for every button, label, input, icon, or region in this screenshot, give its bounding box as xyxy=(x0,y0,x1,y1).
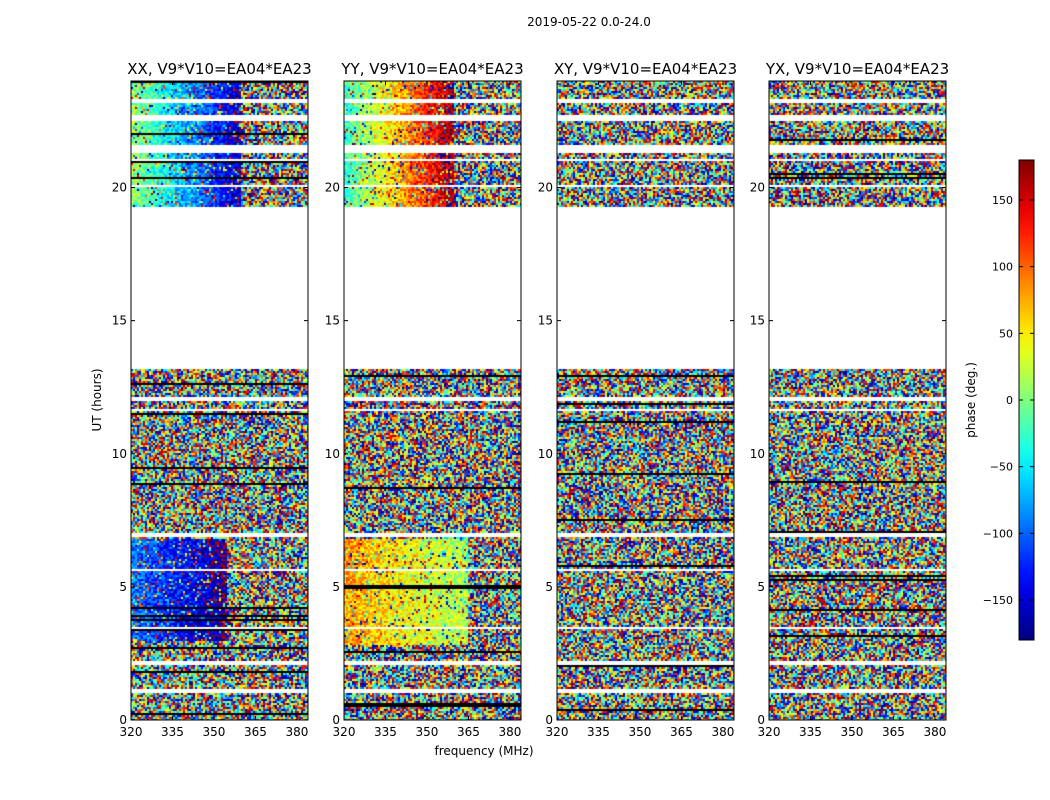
x-tick-label: 335 xyxy=(799,725,822,739)
x-tick-label: 350 xyxy=(841,725,864,739)
colorbar-tick-label: 150 xyxy=(992,194,1013,207)
y-tick-label: 5 xyxy=(757,580,765,594)
panel-2: XY, V9*V10=EA04*EA23 320 335 350 365 380 0 5 10 1… xyxy=(538,60,737,739)
y-tick-label: 20 xyxy=(112,181,127,195)
x-tick-label: 335 xyxy=(587,725,610,739)
y-tick-label: 10 xyxy=(750,447,765,461)
y-tick-label: 0 xyxy=(119,713,127,727)
colorbar-tick-label: 50 xyxy=(999,327,1013,340)
colorbar-tick-label: −150 xyxy=(983,594,1013,607)
panel-heatmap xyxy=(557,81,734,720)
x-tick-label: 380 xyxy=(711,725,734,739)
x-tick-label: 320 xyxy=(758,725,781,739)
y-tick-label: 10 xyxy=(538,447,553,461)
panel-heatmap xyxy=(769,81,946,720)
y-tick-label: 15 xyxy=(325,314,340,328)
panel-title: XX, V9*V10=EA04*EA23 xyxy=(127,60,311,78)
panel-3: YX, V9*V10=EA04*EA23 320 335 350 365 380 0 5 10 1… xyxy=(750,60,949,739)
panel-title: XY, V9*V10=EA04*EA23 xyxy=(554,60,737,78)
x-tick-label: 380 xyxy=(923,725,946,739)
y-tick-label: 5 xyxy=(332,580,340,594)
x-tick-label: 335 xyxy=(374,725,397,739)
x-tick-label: 350 xyxy=(203,725,226,739)
x-tick-label: 350 xyxy=(629,725,652,739)
y-tick-label: 0 xyxy=(332,713,340,727)
panel-0: XX, V9*V10=EA04*EA23 320 335 350 365 380 0 5 10 1… xyxy=(112,60,312,739)
x-axis-label: frequency (MHz) xyxy=(434,744,533,758)
colorbar-tick-label: −50 xyxy=(990,461,1013,474)
panel-frame xyxy=(768,80,947,721)
panel-frame xyxy=(130,80,309,721)
panel-frame xyxy=(556,80,735,721)
x-tick-label: 320 xyxy=(120,725,143,739)
y-tick-label: 20 xyxy=(750,181,765,195)
y-tick-label: 5 xyxy=(545,580,553,594)
x-tick-label: 335 xyxy=(161,725,184,739)
x-tick-label: 365 xyxy=(670,725,693,739)
figure-suptitle: 2019-05-22 0.0-24.0 xyxy=(527,15,651,29)
panel-title: YY, V9*V10=EA04*EA23 xyxy=(340,60,523,78)
y-tick-label: 15 xyxy=(750,314,765,328)
y-tick-label: 15 xyxy=(112,314,127,328)
x-tick-label: 365 xyxy=(457,725,480,739)
panels: XX, V9*V10=EA04*EA23 320 335 350 365 380 0 5 10 1… xyxy=(112,60,949,739)
x-tick-label: 365 xyxy=(244,725,267,739)
x-tick-label: 320 xyxy=(333,725,356,739)
colorbar-tick-label: 0 xyxy=(1006,394,1013,407)
x-tick-label: 380 xyxy=(285,725,308,739)
y-axis-label: UT (hours) xyxy=(90,368,104,431)
y-tick-label: 10 xyxy=(325,447,340,461)
panel-title: YX, V9*V10=EA04*EA23 xyxy=(765,60,949,78)
colorbar: 150 100 50 0 −50 −100 −150 xyxy=(983,159,1035,641)
y-tick-label: 0 xyxy=(757,713,765,727)
panel-heatmap xyxy=(131,81,308,720)
colorbar-tick-label: −100 xyxy=(983,527,1013,540)
x-tick-label: 380 xyxy=(498,725,521,739)
panel-1: YY, V9*V10=EA04*EA23 320 335 350 365 380 0 5 10 1… xyxy=(325,60,524,739)
panel-frame xyxy=(343,80,522,721)
y-tick-label: 0 xyxy=(545,713,553,727)
colorbar-tick-label: 100 xyxy=(992,261,1013,274)
x-tick-label: 365 xyxy=(882,725,905,739)
y-tick-label: 15 xyxy=(538,314,553,328)
x-tick-label: 350 xyxy=(416,725,439,739)
y-tick-label: 10 xyxy=(112,447,127,461)
y-tick-label: 5 xyxy=(119,580,127,594)
colorbar-label: phase (deg.) xyxy=(964,362,978,438)
y-tick-label: 20 xyxy=(538,181,553,195)
x-tick-label: 320 xyxy=(546,725,569,739)
y-tick-label: 20 xyxy=(325,181,340,195)
panel-heatmap xyxy=(344,81,521,720)
